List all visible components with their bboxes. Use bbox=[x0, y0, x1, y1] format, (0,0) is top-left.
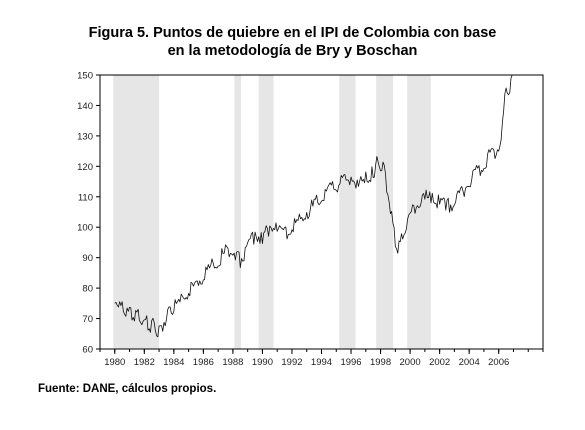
y-tick-label-150: 150 bbox=[77, 71, 93, 82]
x-tick-label-1986: 1986 bbox=[193, 357, 214, 368]
chart-title-line1: Figura 5. Puntos de quiebre en el IPI de… bbox=[88, 25, 497, 41]
x-tick-label-1994: 1994 bbox=[311, 357, 332, 368]
x-tick-label-1988: 1988 bbox=[222, 357, 243, 368]
shaded-period-5 bbox=[376, 75, 394, 349]
x-tick-label-1996: 1996 bbox=[340, 357, 361, 368]
x-tick-label-2006: 2006 bbox=[488, 357, 509, 368]
y-tick-label-80: 80 bbox=[82, 284, 93, 295]
x-tick-label-1980: 1980 bbox=[104, 357, 125, 368]
shaded-period-1 bbox=[113, 75, 160, 349]
x-tick-label-1992: 1992 bbox=[281, 357, 302, 368]
y-tick-label-90: 90 bbox=[82, 253, 93, 264]
y-tick-label-130: 130 bbox=[77, 131, 93, 142]
y-tick-label-110: 110 bbox=[78, 192, 93, 203]
x-tick-label-1982: 1982 bbox=[134, 357, 155, 368]
y-tick-label-140: 140 bbox=[77, 101, 93, 112]
chart-title: Figura 5. Puntos de quiebre en el IPI de… bbox=[0, 24, 585, 60]
shaded-period-4 bbox=[339, 75, 356, 349]
shaded-period-6 bbox=[407, 75, 431, 349]
chart-title-line2: en la metodología de Bry y Boschan bbox=[167, 43, 418, 59]
y-tick-label-100: 100 bbox=[77, 223, 93, 234]
x-axis: 1980 1982 1984 1986 1988 1990 1992 1994 1996 1998… bbox=[99, 349, 544, 368]
y-tick-label-70: 70 bbox=[82, 314, 93, 325]
shaded-period-3 bbox=[258, 75, 274, 349]
x-tick-label-1984: 1984 bbox=[163, 357, 184, 368]
x-tick-label-2004: 2004 bbox=[459, 357, 480, 368]
x-tick-label-1990: 1990 bbox=[252, 357, 273, 368]
series-line-1 bbox=[114, 74, 514, 338]
x-tick-label-2002: 2002 bbox=[429, 357, 450, 368]
series-lines bbox=[114, 74, 514, 338]
y-tick-label-60: 60 bbox=[82, 345, 93, 356]
recession-shading bbox=[113, 75, 431, 349]
plot-area bbox=[99, 74, 544, 350]
y-tick-label-120: 120 bbox=[77, 162, 93, 173]
shaded-period-2 bbox=[234, 75, 242, 349]
x-tick-label-2000: 2000 bbox=[400, 357, 421, 368]
y-axis: 60 70 80 90 100 110 120 130 140 150 bbox=[77, 71, 100, 356]
source-note: Fuente: DANE, cálculos propios. bbox=[38, 383, 217, 395]
x-tick-label-1998: 1998 bbox=[370, 357, 391, 368]
